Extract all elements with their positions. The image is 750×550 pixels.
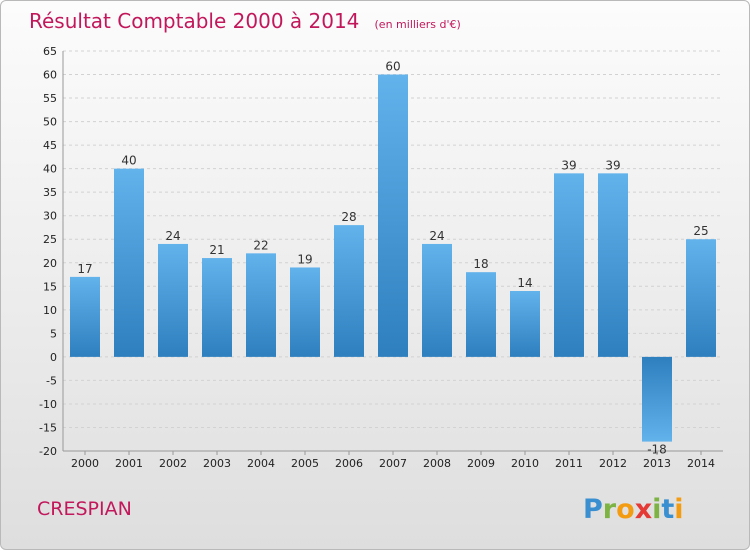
y-tick-label: 40	[43, 163, 57, 176]
x-tick-label-2009: 2009	[467, 457, 495, 470]
logo-letter: t	[661, 494, 674, 525]
data-label-2009: 18	[473, 257, 488, 271]
bar-2012	[598, 173, 628, 357]
y-tick-label: 20	[43, 257, 57, 270]
data-label-2014: 25	[693, 224, 708, 238]
bar-2004	[246, 253, 276, 357]
y-tick-label: 10	[43, 304, 57, 317]
x-tick-label-2006: 2006	[335, 457, 363, 470]
data-label-2000: 17	[77, 262, 92, 276]
x-tick-label-2010: 2010	[511, 457, 539, 470]
y-tick-label: 0	[50, 351, 57, 364]
y-tick-label: -15	[39, 421, 57, 434]
x-tick-label-2005: 2005	[291, 457, 319, 470]
bar-2002	[158, 243, 188, 357]
y-tick-label: 65	[43, 45, 57, 58]
x-tick-label-2008: 2008	[423, 457, 451, 470]
y-tick-label: 60	[43, 69, 57, 82]
logo-letter: i	[674, 494, 683, 525]
bars: 17 40 24 21 22 19 28 60 24 18 14 39 39 -18 25	[70, 60, 716, 457]
bar-2011	[554, 173, 584, 357]
data-label-2005: 19	[297, 252, 312, 266]
logo-letter: P	[583, 494, 603, 525]
commune-name: CRESPIAN	[37, 498, 132, 520]
logo-letter: i	[652, 494, 661, 525]
x-tick-label-2012: 2012	[599, 457, 627, 470]
y-tick-label: 25	[43, 233, 57, 246]
bar-2003	[202, 258, 232, 357]
data-label-2006: 28	[341, 210, 356, 224]
logo-letter: o	[616, 494, 635, 525]
bar-2010	[510, 291, 540, 357]
x-tick-label-2014: 2014	[687, 457, 715, 470]
x-axis-ticks: 2000 2001 2002 2003 2004 2005 2006 2007 2008 2009…	[71, 451, 715, 470]
data-label-2013: -18	[647, 443, 667, 457]
y-tick-label: -10	[39, 398, 57, 411]
y-tick-label: 55	[43, 92, 57, 105]
x-tick-label-2004: 2004	[247, 457, 275, 470]
data-label-2010: 14	[517, 276, 532, 290]
logo-letter: r	[603, 494, 617, 525]
data-label-2011: 39	[561, 158, 576, 172]
data-label-2007: 60	[385, 60, 400, 74]
y-tick-label: 15	[43, 280, 57, 293]
chart-title-main: Résultat Comptable 2000 à 2014	[29, 9, 359, 33]
y-tick-label: 35	[43, 186, 57, 199]
logo-letter: x	[635, 494, 652, 525]
bar-2001	[114, 168, 144, 357]
data-label-2008: 24	[429, 229, 444, 243]
bar-2008	[422, 243, 452, 357]
data-label-2002: 24	[165, 229, 180, 243]
proxiti-logo: Proxiti	[583, 494, 684, 525]
bar-2013	[642, 356, 672, 442]
x-tick-label-2013: 2013	[643, 457, 671, 470]
y-tick-label: 30	[43, 210, 57, 223]
bar-2007	[378, 74, 408, 357]
bar-2000	[70, 276, 100, 357]
data-label-2003: 21	[209, 243, 224, 257]
y-tick-label: -20	[39, 445, 57, 458]
y-tick-label: 50	[43, 116, 57, 129]
y-tick-label: 5	[50, 327, 57, 340]
x-tick-label-2007: 2007	[379, 457, 407, 470]
chart-title: Résultat Comptable 2000 à 2014 (en milli…	[29, 9, 461, 33]
x-tick-label-2002: 2002	[159, 457, 187, 470]
chart-subtitle: (en milliers d'€)	[375, 18, 461, 31]
x-tick-label-2011: 2011	[555, 457, 583, 470]
x-tick-label-2001: 2001	[115, 457, 143, 470]
bar-2014	[686, 239, 716, 357]
data-label-2001: 40	[121, 154, 136, 168]
bar-2006	[334, 225, 364, 357]
data-label-2004: 22	[253, 238, 268, 252]
x-tick-label-2000: 2000	[71, 457, 99, 470]
data-label-2012: 39	[605, 158, 620, 172]
y-tick-label: -5	[46, 374, 57, 387]
bar-2009	[466, 272, 496, 357]
bar-2005	[290, 267, 320, 357]
x-tick-label-2003: 2003	[203, 457, 231, 470]
y-tick-label: 45	[43, 139, 57, 152]
